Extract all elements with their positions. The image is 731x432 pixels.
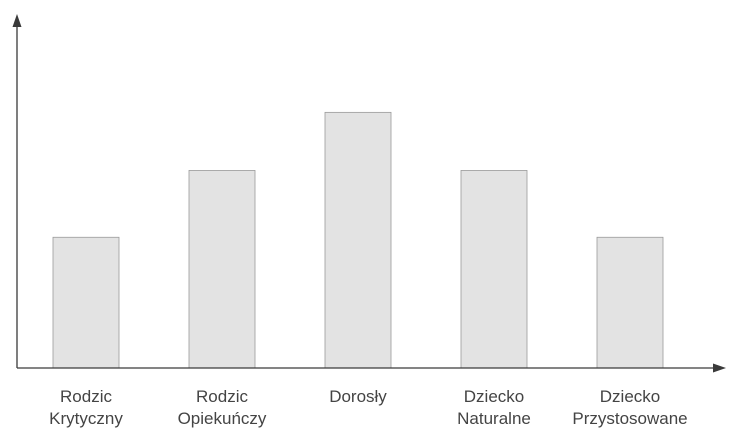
x-tick-label: Dziecko Przystosowane bbox=[572, 387, 687, 428]
x-tick-label-line: Dziecko bbox=[464, 387, 524, 406]
x-tick-label-line: Opiekuńczy bbox=[178, 409, 267, 428]
bar-series bbox=[52, 111, 664, 369]
bar bbox=[52, 236, 120, 369]
x-tick-labels: Rodzic Krytyczny Rodzic Opiekuńczy Dorosły Dz… bbox=[49, 387, 687, 428]
axes bbox=[12, 14, 726, 373]
x-axis-arrowhead bbox=[713, 363, 726, 373]
y-axis-arrowhead bbox=[12, 14, 22, 27]
x-tick-label-line: Rodzic bbox=[60, 387, 112, 406]
x-tick-label-line: Dorosły bbox=[329, 387, 387, 406]
bar bbox=[460, 170, 528, 369]
bar bbox=[188, 170, 256, 369]
x-tick-label: Rodzic Krytyczny bbox=[49, 387, 123, 428]
x-tick-label-line: Przystosowane bbox=[572, 409, 687, 428]
x-tick-label-line: Naturalne bbox=[457, 409, 531, 428]
bar bbox=[596, 236, 664, 369]
bar bbox=[324, 111, 392, 369]
x-tick-label-line: Krytyczny bbox=[49, 409, 123, 428]
x-tick-label-line: Rodzic bbox=[196, 387, 248, 406]
x-tick-label-line: Dziecko bbox=[600, 387, 660, 406]
x-tick-label: Rodzic Opiekuńczy bbox=[178, 387, 267, 428]
x-tick-label: Dorosły bbox=[329, 387, 387, 406]
x-tick-label: Dziecko Naturalne bbox=[457, 387, 531, 428]
